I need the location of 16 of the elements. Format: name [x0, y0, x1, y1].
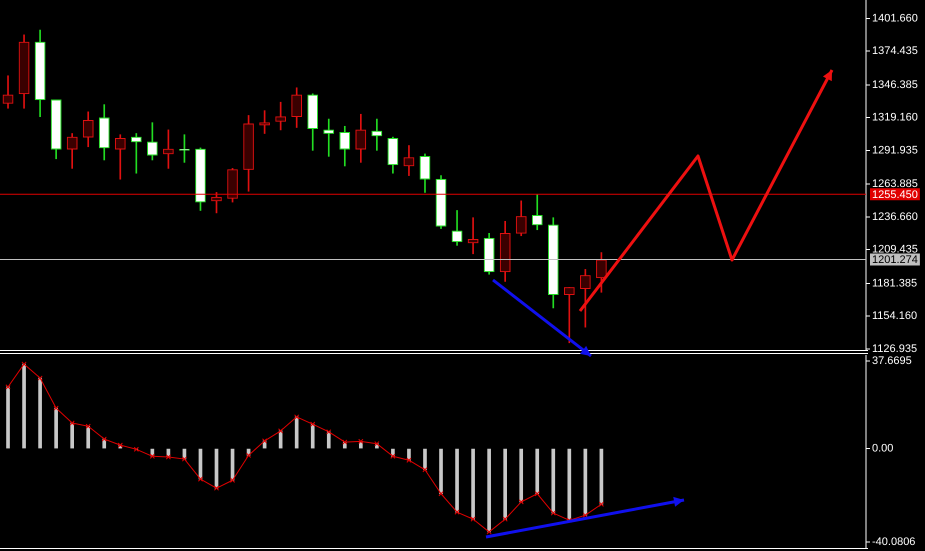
- y-tick-label: 1401.660: [872, 12, 918, 24]
- y-tick-label: 0.00: [872, 442, 894, 455]
- ref-line-label: 1201.274: [872, 254, 918, 266]
- y-tick-label: 1154.160: [872, 310, 918, 322]
- y-tick-label: 1319.160: [872, 112, 918, 124]
- y-tick-label: 1263.885: [872, 178, 918, 190]
- y-tick-label: 37.6695: [872, 354, 912, 367]
- y-tick-label: -40.0806: [872, 536, 916, 548]
- y-tick-label: 1236.660: [872, 210, 918, 223]
- y-tick-label: 1126.935: [872, 342, 918, 355]
- y-tick-label: 1346.385: [872, 78, 918, 91]
- y-tick-label: 1374.435: [872, 45, 918, 58]
- ref-line-label: 1255.450: [872, 188, 918, 201]
- y-tick-label: 1209.435: [872, 244, 918, 256]
- y-tick-label: 1181.385: [872, 277, 918, 290]
- y-tick-label: 1291.935: [872, 144, 918, 156]
